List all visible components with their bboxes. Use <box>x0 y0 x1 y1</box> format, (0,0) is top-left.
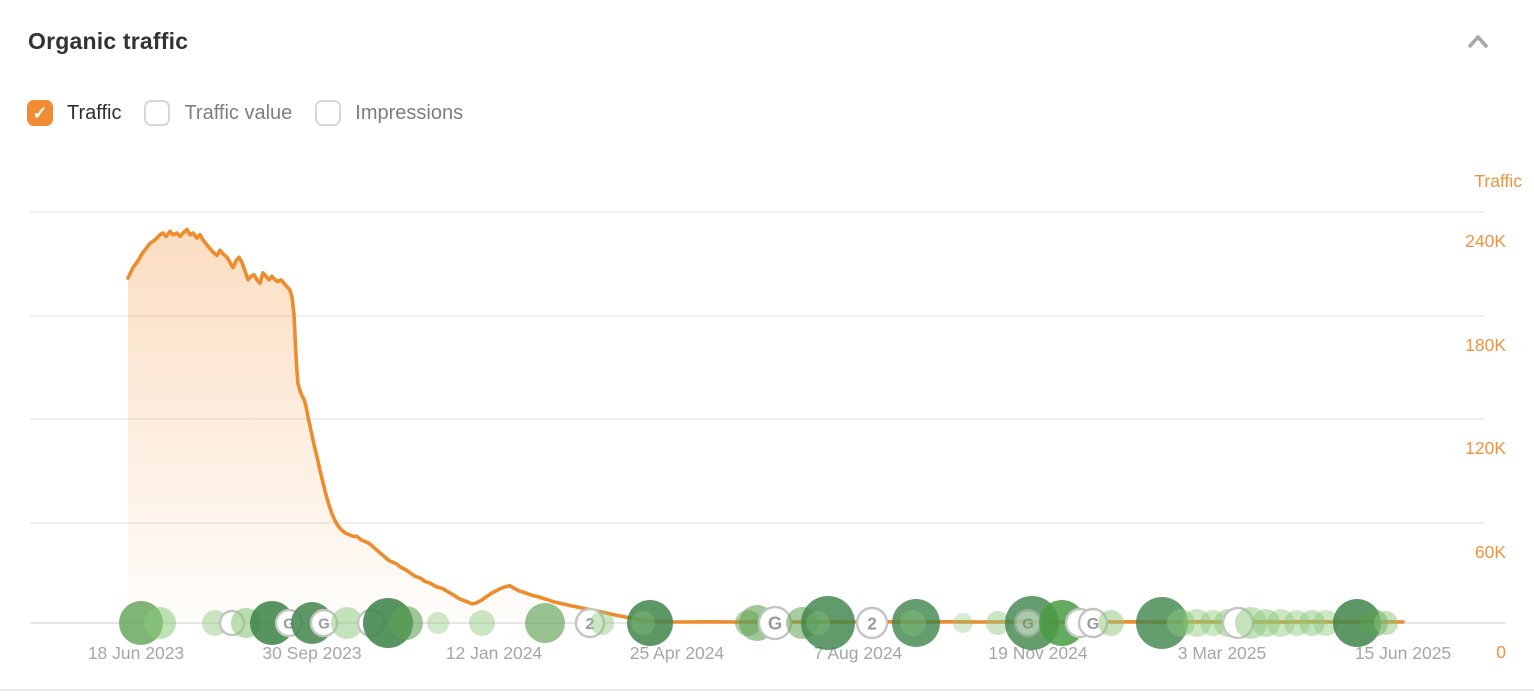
google-update-badge[interactable]: G <box>757 605 793 641</box>
google-update-marker[interactable] <box>1183 609 1211 637</box>
google-update-badge[interactable]: G <box>1013 608 1043 638</box>
badge-glyph: G <box>283 616 295 632</box>
metric-toggle-impressions[interactable]: Impressions <box>315 100 463 126</box>
metric-toggles: ✓ Traffic Traffic value Impressions <box>27 100 463 126</box>
y-axis-tick-label: 240K <box>1465 231 1506 251</box>
metric-toggle-label: Impressions <box>355 101 464 124</box>
badge-glyph: 2 <box>586 615 595 633</box>
x-axis-tick-label: 3 Mar 2025 <box>1178 643 1267 663</box>
google-update-marker[interactable] <box>1252 609 1280 637</box>
google-update-marker[interactable] <box>1098 610 1124 636</box>
google-update-marker[interactable] <box>627 600 673 646</box>
chevron-up-icon <box>1468 34 1488 48</box>
google-update-marker[interactable] <box>986 611 1010 635</box>
metric-toggle-traffic[interactable]: ✓ Traffic <box>27 100 121 126</box>
google-update-marker[interactable] <box>953 613 973 633</box>
badge-glyph: G <box>768 613 782 634</box>
y-axis-tick-label: 120K <box>1465 438 1506 458</box>
google-update-marker[interactable] <box>1374 611 1398 635</box>
google-update-marker[interactable] <box>806 611 830 635</box>
google-update-badge[interactable]: 2 <box>855 606 889 640</box>
checkbox-checked-icon[interactable]: ✓ <box>27 100 53 126</box>
traffic-area <box>128 229 1403 623</box>
collapse-button[interactable] <box>1460 28 1496 58</box>
google-update-marker[interactable] <box>144 607 176 639</box>
x-axis-tick-label: 25 Apr 2024 <box>630 643 725 663</box>
google-update-marker[interactable] <box>1167 609 1195 637</box>
google-update-marker[interactable] <box>801 596 855 650</box>
x-axis-tick-label: 19 Nov 2024 <box>988 643 1088 663</box>
badge-glyph: G <box>318 616 330 632</box>
google-update-marker[interactable] <box>525 603 565 643</box>
google-update-marker[interactable] <box>469 610 495 636</box>
metric-toggle-label: Traffic value <box>184 101 293 124</box>
checkbox-unchecked-icon[interactable] <box>144 100 171 126</box>
badge-glyph: G <box>1087 615 1100 633</box>
y-axis-title: Traffic <box>1474 171 1522 191</box>
y-axis-tick-label: 180K <box>1465 335 1506 355</box>
google-update-marker[interactable] <box>427 612 449 634</box>
metric-toggle-label: Traffic <box>67 101 122 124</box>
x-axis-tick-label: 30 Sep 2023 <box>262 643 361 663</box>
google-update-marker[interactable] <box>1136 597 1188 649</box>
checkbox-unchecked-icon[interactable] <box>315 100 342 126</box>
badge-glyph: G <box>1022 616 1034 632</box>
x-axis-tick-label: 18 Jun 2023 <box>88 643 184 663</box>
panel-divider <box>0 689 1534 691</box>
panel-title: Organic traffic <box>28 28 189 54</box>
badge-glyph: 2 <box>867 613 877 633</box>
google-update-marker[interactable] <box>900 610 926 636</box>
x-axis-tick-label: 15 Jun 2025 <box>1355 643 1451 663</box>
google-update-marker[interactable] <box>631 611 655 635</box>
panel-header: Organic traffic <box>28 28 1506 62</box>
google-update-marker[interactable] <box>892 599 940 647</box>
y-axis-tick-label: 0 <box>1496 642 1506 662</box>
metric-toggle-traffic-value[interactable]: Traffic value <box>144 100 292 126</box>
google-update-marker[interactable] <box>331 607 363 639</box>
google-update-badge[interactable]: 2 <box>574 607 606 639</box>
y-axis-tick-label: 60K <box>1475 542 1506 562</box>
google-update-marker[interactable] <box>590 611 614 635</box>
google-update-marker[interactable] <box>1267 609 1295 637</box>
google-update-marker[interactable] <box>1299 610 1325 636</box>
google-update-marker[interactable] <box>1313 610 1339 636</box>
google-update-marker[interactable] <box>389 606 423 640</box>
x-axis-tick-label: 12 Jan 2024 <box>446 643 543 663</box>
